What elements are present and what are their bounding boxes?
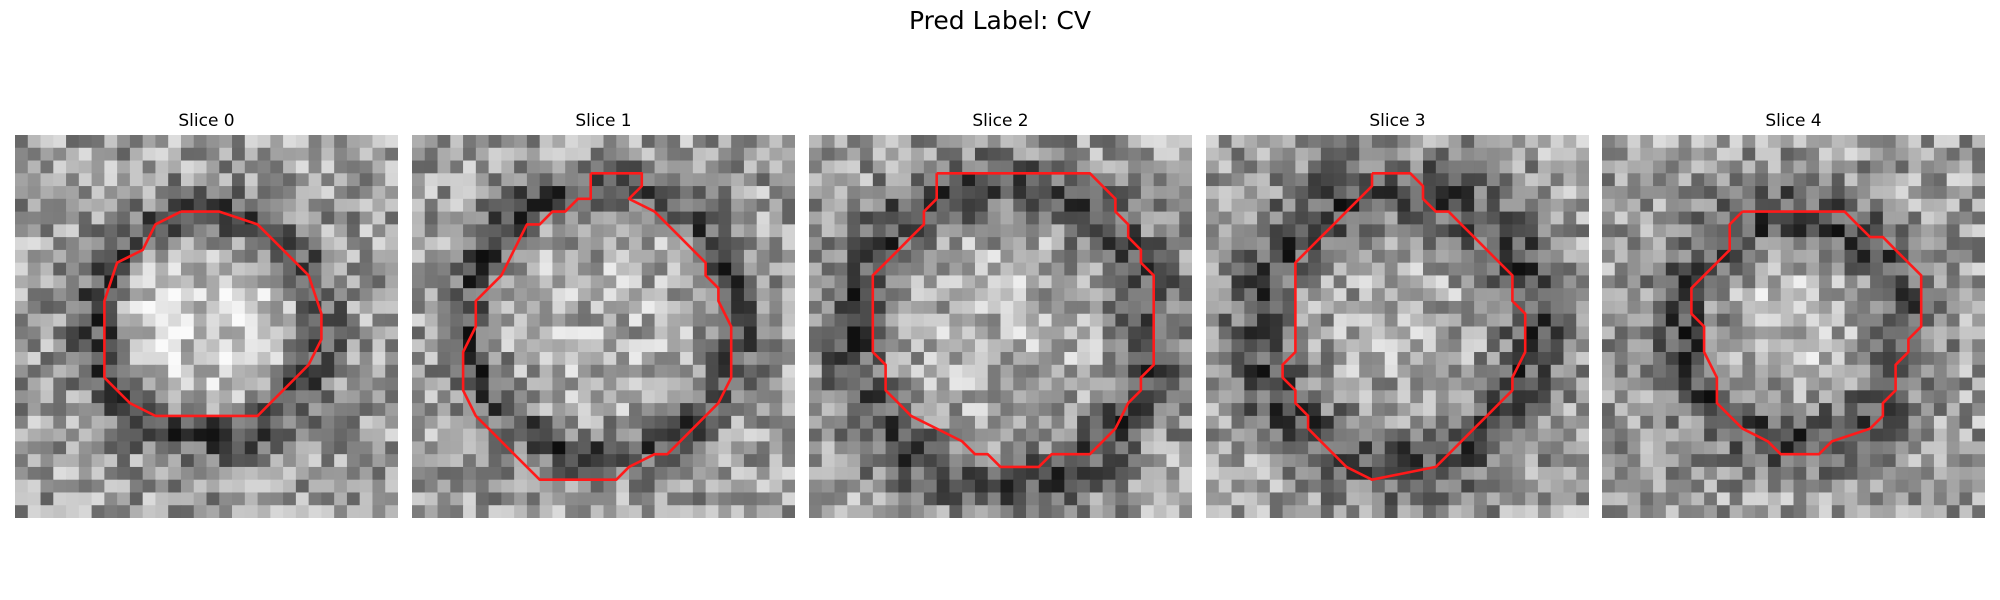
slice-panel-0: Slice 0 (15, 110, 398, 518)
slice-title: Slice 0 (15, 110, 398, 135)
slice-image-4 (1602, 135, 1985, 518)
slice-pixels (15, 135, 398, 518)
slice-panel-4: Slice 4 (1602, 110, 1985, 518)
figure-title: Pred Label: CV (0, 6, 2000, 35)
slice-pixels (412, 135, 795, 518)
slice-panel-1: Slice 1 (412, 110, 795, 518)
slice-image-3 (1206, 135, 1589, 518)
slice-panel-3: Slice 3 (1206, 110, 1589, 518)
slice-panel-2: Slice 2 (809, 110, 1192, 518)
slice-pixels (1206, 135, 1589, 518)
slice-title: Slice 2 (809, 110, 1192, 135)
slice-image-1 (412, 135, 795, 518)
slice-image-2 (809, 135, 1192, 518)
slice-title: Slice 1 (412, 110, 795, 135)
slice-pixels (809, 135, 1192, 518)
slice-pixels (1602, 135, 1985, 518)
slice-title: Slice 4 (1602, 110, 1985, 135)
slice-image-0 (15, 135, 398, 518)
slice-title: Slice 3 (1206, 110, 1589, 135)
